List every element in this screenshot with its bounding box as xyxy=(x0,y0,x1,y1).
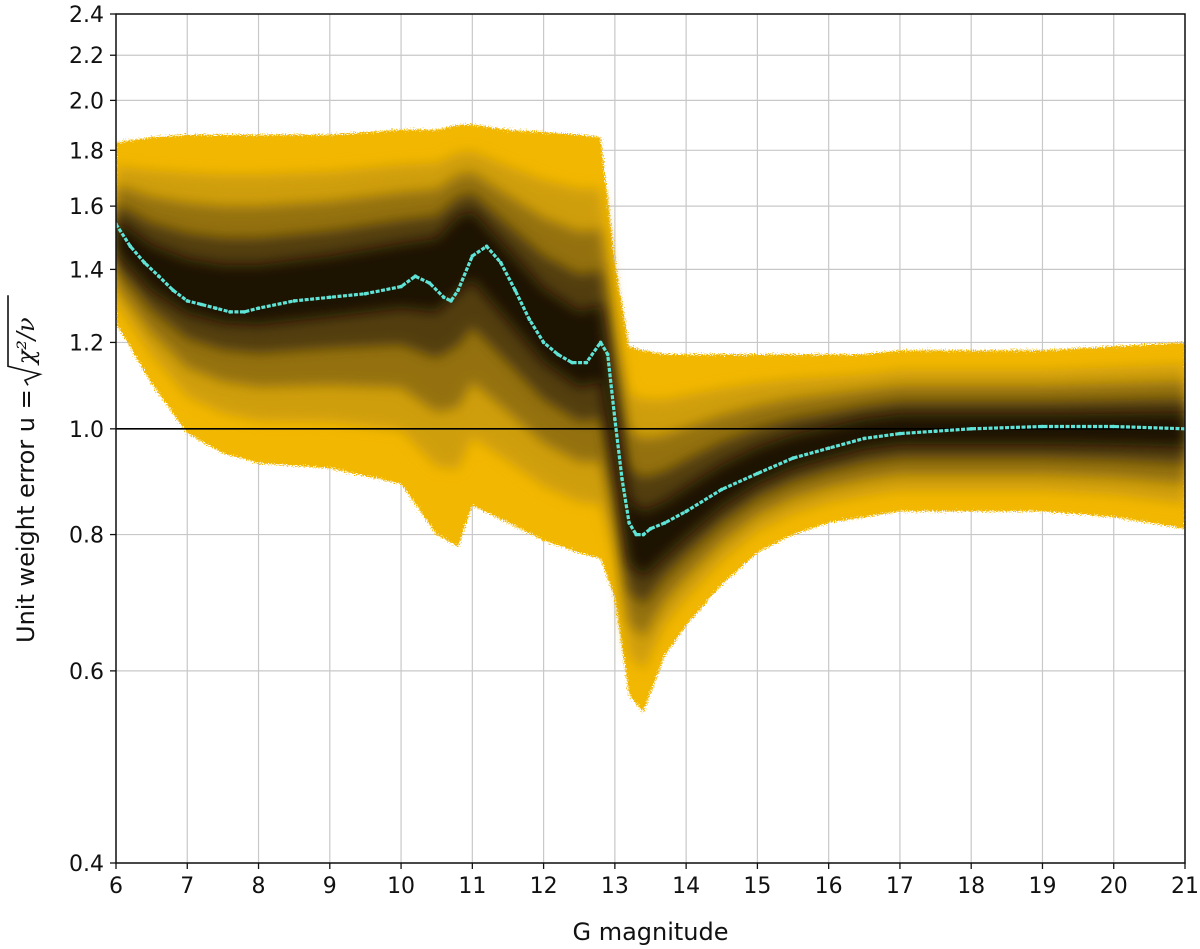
median-point xyxy=(720,487,724,492)
median-point xyxy=(256,306,261,311)
density-band-4 xyxy=(116,211,1185,577)
plot-frame xyxy=(115,13,1186,864)
y-tick-label: 1.8 xyxy=(69,139,104,164)
x-tick-label: 15 xyxy=(743,874,771,899)
y-tick-label: 2.0 xyxy=(69,89,104,114)
median-point xyxy=(1111,424,1116,429)
median-point xyxy=(541,340,546,345)
x-tick-label: 20 xyxy=(1100,874,1128,899)
x-tick-label: 18 xyxy=(957,874,985,899)
median-point xyxy=(328,295,332,300)
y-tick-label: 1.2 xyxy=(69,331,104,356)
median-point xyxy=(128,244,133,249)
median-point xyxy=(791,456,795,460)
y-tick-label: 1.0 xyxy=(69,418,104,443)
median-point xyxy=(427,281,432,285)
median-point xyxy=(933,429,938,434)
y-tick-label: 0.6 xyxy=(69,660,104,685)
median-point xyxy=(684,509,688,514)
median-point xyxy=(199,302,204,307)
median-point xyxy=(1040,424,1045,429)
median-point xyxy=(613,417,617,422)
x-tick-label: 11 xyxy=(458,874,486,899)
median-point xyxy=(898,431,902,436)
y-axis-formula: χ²/ν xyxy=(12,317,40,366)
x-tick-label: 16 xyxy=(815,874,843,899)
median-point xyxy=(363,291,368,296)
median-point xyxy=(157,274,161,279)
x-axis-ticks: 6 7 8 9 10 11 12 13 14 15 16 17 18 19 20 21 xyxy=(109,863,1199,899)
median-point xyxy=(242,310,247,314)
median-point xyxy=(228,310,232,314)
density-cloud xyxy=(116,124,1185,713)
y-tick-label: 2.4 xyxy=(69,3,104,28)
median-curve-group xyxy=(116,222,1185,537)
median-point xyxy=(641,532,646,537)
median-point xyxy=(449,299,453,303)
median-point xyxy=(470,254,475,258)
x-tick-label: 13 xyxy=(601,874,629,899)
median-point xyxy=(442,295,446,300)
median-point xyxy=(570,360,574,365)
median-point xyxy=(484,244,489,249)
y-tick-label: 0.8 xyxy=(69,524,104,549)
median-point xyxy=(499,260,503,265)
median-point xyxy=(513,288,517,293)
median-point xyxy=(413,274,418,279)
median-point xyxy=(556,352,560,357)
median-point xyxy=(185,299,190,303)
median-point xyxy=(584,360,589,365)
median-point xyxy=(527,317,532,322)
x-tick-label: 10 xyxy=(387,874,415,899)
x-tick-label: 21 xyxy=(1171,874,1199,899)
median-point xyxy=(598,340,603,345)
x-tick-label: 9 xyxy=(323,874,337,899)
x-tick-label: 6 xyxy=(109,874,123,899)
median-point xyxy=(456,288,460,293)
y-tick-label: 2.2 xyxy=(69,44,104,69)
x-tick-label: 12 xyxy=(530,874,558,899)
median-point xyxy=(969,427,973,431)
median-point xyxy=(755,471,760,476)
x-tick-label: 14 xyxy=(672,874,700,899)
median-point xyxy=(826,446,831,451)
y-axis-ticks: 0.4 0.6 0.8 1.0 1.2 1.4 1.6 1.8 2.0 2.2 2.4 xyxy=(69,3,116,877)
y-axis-label-text: Unit weight error u = xyxy=(12,389,40,643)
x-tick-label: 7 xyxy=(180,874,194,899)
median-point xyxy=(627,521,631,525)
y-tick-label: 1.6 xyxy=(69,195,104,220)
median-point xyxy=(620,477,624,481)
median-point xyxy=(214,306,218,311)
median-point xyxy=(862,436,867,441)
median-point xyxy=(292,299,297,303)
x-tick-label: 8 xyxy=(252,874,266,899)
median-point xyxy=(648,526,653,531)
y-axis-label-group: Unit weight error u = χ²/ν xyxy=(7,295,43,643)
y-tick-label: 1.4 xyxy=(69,258,104,283)
median-point xyxy=(663,521,667,525)
median-point xyxy=(605,352,610,357)
y-tick-label: 0.4 xyxy=(69,852,104,877)
y-axis-label: Unit weight error u = xyxy=(12,389,40,643)
median-point xyxy=(142,260,147,265)
median-curve xyxy=(116,223,1185,537)
median-point xyxy=(399,284,403,289)
median-point xyxy=(171,288,175,293)
x-axis-label: G magnitude xyxy=(572,918,728,946)
sqrt-sign xyxy=(7,295,43,386)
median-point xyxy=(634,532,638,537)
x-tick-label: 17 xyxy=(886,874,914,899)
x-tick-label: 19 xyxy=(1028,874,1056,899)
